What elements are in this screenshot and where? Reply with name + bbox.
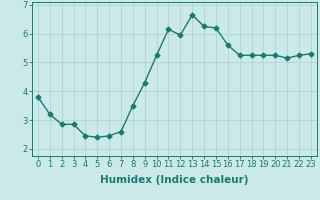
X-axis label: Humidex (Indice chaleur): Humidex (Indice chaleur)	[100, 175, 249, 185]
